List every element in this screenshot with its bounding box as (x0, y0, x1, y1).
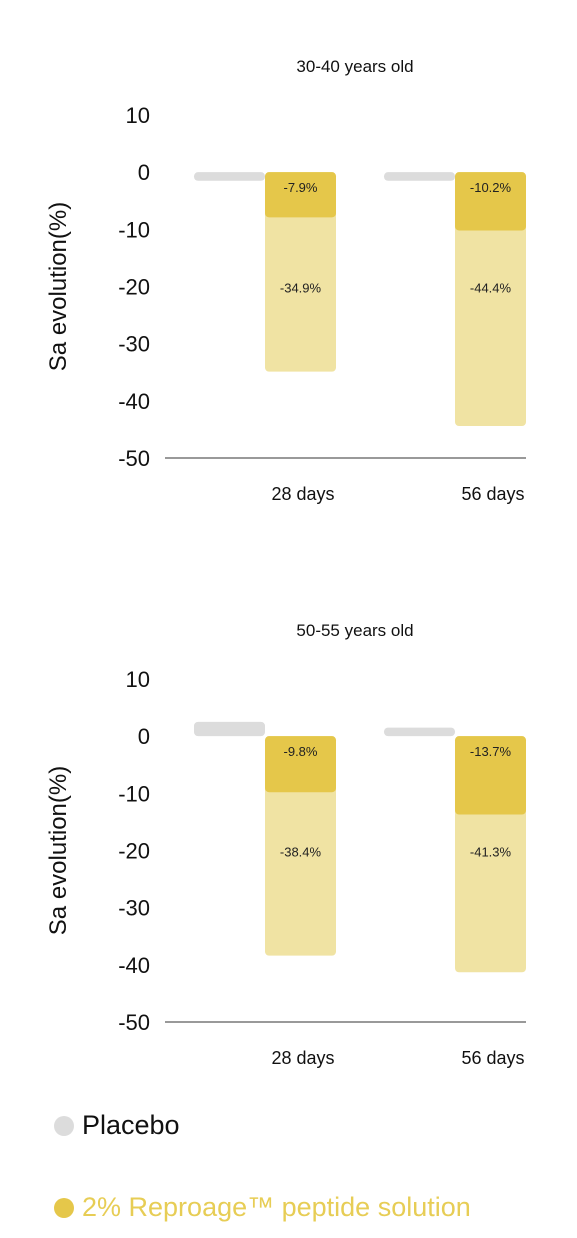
y-tick-label: 0 (138, 160, 150, 185)
placebo-bar (194, 721, 265, 737)
category-label: 28 days (271, 484, 334, 504)
y-tick-label: -50 (118, 446, 150, 471)
y-tick-label: -10 (118, 781, 150, 806)
placebo-bar (194, 172, 265, 181)
y-tick-label: -40 (118, 389, 150, 414)
y-tick-label: -20 (118, 275, 150, 300)
chart-50-55: 50-55 years old 10 0 -10 -20 -30 -40 -50 Sa evol… (45, 621, 526, 1068)
y-tick-label: -30 (118, 896, 150, 921)
y-tick-label: -40 (118, 953, 150, 978)
y-tick-label: 0 (138, 724, 150, 749)
y-axis-title: Sa evolution(%) (45, 202, 72, 371)
placebo-bar (384, 172, 455, 181)
chart-title: 30-40 years old (296, 57, 413, 76)
peptide-partial-label: -10.2% (470, 180, 512, 195)
peptide-partial-label: -13.7% (470, 744, 512, 759)
y-tick-label: 10 (126, 667, 150, 692)
y-tick-label: -10 (118, 217, 150, 242)
peptide-total-label: -38.4% (280, 845, 322, 860)
legend-placebo-label: Placebo (82, 1110, 180, 1140)
placebo-bar (384, 727, 455, 737)
placebo-swatch-icon (54, 1115, 74, 1136)
category-label: 28 days (271, 1048, 334, 1068)
y-axis-title: Sa evolution(%) (45, 766, 72, 935)
peptide-total-label: -44.4% (470, 281, 512, 296)
category-label: 56 days (461, 484, 524, 504)
legend-peptide-label: 2% Reproage™ peptide solution (82, 1192, 471, 1222)
peptide-partial-bar (265, 172, 336, 218)
peptide-swatch-icon (54, 1197, 74, 1218)
y-tick-label: 10 (126, 103, 150, 128)
y-tick-label: -50 (118, 1010, 150, 1035)
chart-title: 50-55 years old (296, 621, 413, 640)
peptide-partial-label: -7.9% (284, 180, 318, 195)
peptide-total-label: -41.3% (470, 845, 512, 860)
peptide-partial-bar (265, 736, 336, 793)
peptide-total-bar (455, 172, 526, 426)
peptide-total-label: -34.9% (280, 281, 322, 296)
peptide-partial-bar (455, 736, 526, 815)
chart-30-40: 30-40 years old 10 0 -10 -20 -30 -40 -50 Sa evol… (45, 57, 526, 504)
y-tick-label: -30 (118, 332, 150, 357)
peptide-partial-bar (455, 172, 526, 231)
peptide-partial-label: -9.8% (284, 744, 318, 759)
category-label: 56 days (461, 1048, 524, 1068)
legend-placebo: Placebo (54, 1110, 180, 1141)
legend-peptide: 2% Reproage™ peptide solution (54, 1192, 471, 1223)
y-tick-label: -20 (118, 839, 150, 864)
peptide-total-bar (265, 172, 336, 372)
